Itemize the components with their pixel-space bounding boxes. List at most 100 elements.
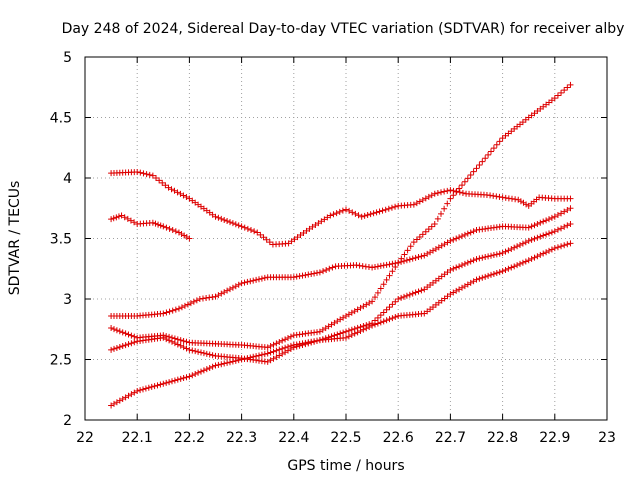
data-point xyxy=(473,276,480,283)
data-point xyxy=(195,369,202,376)
data-point xyxy=(128,340,135,347)
data-point xyxy=(409,255,416,262)
data-point xyxy=(282,336,289,343)
data-point xyxy=(212,213,219,220)
data-point xyxy=(416,233,423,240)
data-point xyxy=(149,219,156,226)
data-point xyxy=(470,168,477,175)
data-point xyxy=(428,223,435,230)
data-point xyxy=(183,374,190,381)
data-point xyxy=(261,351,268,358)
data-point xyxy=(470,228,477,235)
data-point xyxy=(438,210,445,217)
data-point xyxy=(434,190,441,197)
data-point xyxy=(329,264,336,271)
data-point xyxy=(456,234,463,241)
data-point xyxy=(508,264,515,271)
data-point xyxy=(351,325,358,332)
data-point xyxy=(464,175,471,182)
x-tick-label: 22.3 xyxy=(226,430,257,446)
data-point xyxy=(374,263,381,270)
data-point xyxy=(308,338,315,345)
data-point xyxy=(354,324,361,331)
data-point xyxy=(264,350,271,357)
data-point xyxy=(218,290,225,297)
data-point xyxy=(131,219,138,226)
series-track-a xyxy=(108,168,574,248)
data-point xyxy=(496,250,503,257)
data-point xyxy=(561,87,568,94)
data-point xyxy=(461,178,468,185)
data-point xyxy=(444,187,451,194)
data-point xyxy=(548,246,555,253)
data-point xyxy=(192,348,199,355)
data-point xyxy=(379,207,386,214)
data-point xyxy=(279,345,286,352)
data-point xyxy=(459,182,465,189)
data-point xyxy=(203,350,210,357)
data-point xyxy=(339,207,346,214)
y-tick-label: 2 xyxy=(63,413,72,429)
data-point xyxy=(389,260,396,267)
data-point xyxy=(285,334,291,341)
data-point xyxy=(537,233,544,240)
data-point xyxy=(177,190,184,197)
data-point xyxy=(302,272,309,279)
data-point xyxy=(438,189,445,196)
data-point xyxy=(380,318,387,325)
data-point xyxy=(418,253,425,260)
data-point xyxy=(247,227,254,234)
data-point xyxy=(155,221,162,228)
data-point xyxy=(127,217,134,224)
data-point xyxy=(171,187,178,194)
data-point xyxy=(119,343,126,350)
data-point xyxy=(401,258,407,265)
data-point xyxy=(244,225,251,232)
data-point xyxy=(131,333,138,340)
data-point xyxy=(369,320,376,327)
data-point xyxy=(377,312,384,319)
data-point xyxy=(178,304,185,311)
series-track-b xyxy=(108,212,193,242)
data-point xyxy=(250,353,257,360)
data-point xyxy=(143,171,150,178)
data-point xyxy=(137,169,144,176)
data-point xyxy=(389,301,396,308)
data-point xyxy=(385,205,392,212)
data-point xyxy=(314,269,320,276)
data-point xyxy=(376,208,383,215)
data-point xyxy=(431,190,438,197)
data-point xyxy=(540,250,547,257)
data-point xyxy=(177,342,184,349)
data-point xyxy=(447,187,454,194)
data-point xyxy=(482,155,489,162)
data-point xyxy=(508,245,515,252)
data-point xyxy=(221,289,228,296)
data-point xyxy=(287,342,294,349)
data-point xyxy=(383,306,390,313)
data-point xyxy=(453,235,460,242)
data-point xyxy=(418,287,425,294)
data-point xyxy=(267,349,274,356)
data-point xyxy=(546,247,552,254)
data-point xyxy=(388,204,395,211)
data-point xyxy=(256,276,262,283)
data-point xyxy=(308,270,315,277)
data-point xyxy=(174,341,181,348)
x-tick-label: 22.5 xyxy=(330,430,361,446)
data-point xyxy=(111,326,117,333)
data-point xyxy=(154,382,161,389)
data-point xyxy=(113,327,120,334)
data-point xyxy=(221,360,228,367)
data-point xyxy=(493,251,500,258)
x-axis-label: GPS time / hours xyxy=(287,458,404,474)
data-point xyxy=(511,244,518,251)
data-point xyxy=(160,223,167,230)
data-point xyxy=(178,230,185,237)
data-point xyxy=(190,298,197,305)
data-point xyxy=(125,341,132,348)
x-tick-label: 22.1 xyxy=(122,430,153,446)
data-point xyxy=(134,168,141,175)
data-point xyxy=(180,344,187,351)
data-point xyxy=(346,207,353,214)
